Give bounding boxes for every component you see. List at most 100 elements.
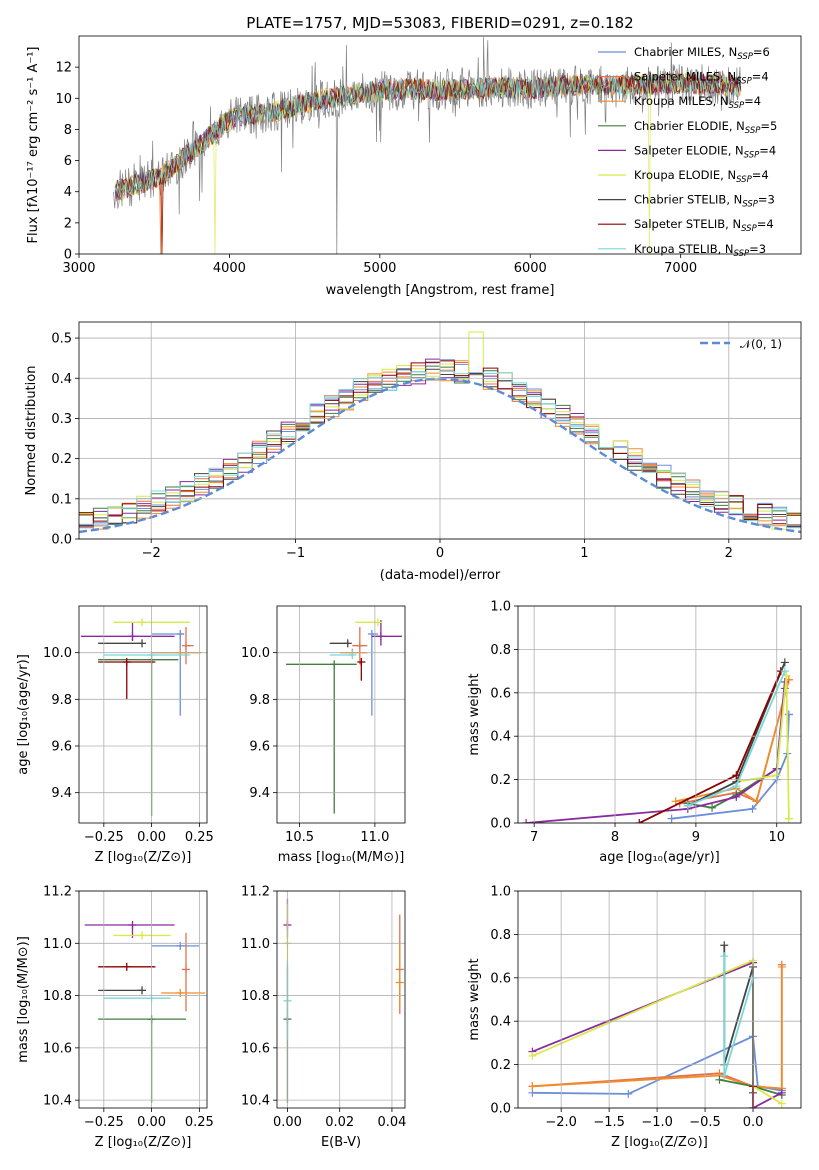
x-tick-label: −1: [286, 546, 305, 561]
weight-marker: [752, 797, 761, 806]
y-tick-label: 11.0: [241, 937, 270, 952]
y-tick-label: 0.8: [490, 928, 511, 943]
x-tick-label: 0.25: [185, 1115, 214, 1130]
plot-area: [80, 618, 202, 816]
weight-marker: [780, 667, 789, 676]
x-tick-label: −0.5: [689, 1115, 721, 1130]
weight-marker: [780, 658, 789, 667]
x-tick-label: 5000: [363, 261, 396, 276]
legend-entry: Chabrier ELODIE, NSSP=5: [634, 119, 777, 136]
x-tick-label: 0.00: [137, 830, 166, 845]
x-tick-label: 11.0: [360, 830, 389, 845]
weight-marker: [683, 801, 692, 810]
y-tick-label: 9.4: [249, 786, 270, 801]
legend-entry: Kroupa STELIB, NSSP=3: [634, 242, 766, 259]
y-tick-label: 0.4: [490, 730, 511, 745]
weight-marker: [732, 782, 741, 791]
y-axis-label: Flux [fλ10⁻¹⁷ erg cm⁻² s⁻¹ A⁻¹]: [26, 47, 41, 244]
x-tick-label: 6000: [514, 261, 547, 276]
weight-marker: [667, 814, 676, 823]
axes-frame: [517, 890, 802, 1109]
legend-entry: Salpeter MILES, NSSP=4: [634, 70, 769, 87]
error-bar-point: [98, 658, 156, 700]
weight-marker: [635, 819, 644, 823]
error-bar-point: [113, 931, 171, 940]
legend-entry: Chabrier STELIB, NSSP=3: [634, 193, 775, 210]
y-tick-label: 11.2: [241, 885, 270, 900]
weight-marker: [715, 1075, 724, 1084]
weight-line: [675, 679, 790, 803]
legend: Chabrier MILES, NSSP=6 Salpeter MILES, NS…: [598, 45, 777, 259]
y-tick-label: 0.0: [490, 817, 511, 832]
y-tick-label: 0.4: [51, 372, 72, 387]
error-bar-point: [181, 627, 194, 665]
x-tick-label: 7000: [664, 261, 697, 276]
error-bar-point: [371, 620, 402, 646]
chart-age_vs_Z: −0.25 0.00 0.25 9.4 9.6 9.8 10.0 Z [log₁₀(Z/Z⊙)…: [16, 605, 214, 865]
error-bar-point: [357, 658, 366, 681]
chart-residuals: −2 −1 0 1 2 0.0 0.1 0.2 0.3 0.4 0.5 (data-model)/er…: [24, 321, 802, 583]
y-tick-label: 9.8: [51, 693, 72, 708]
y-tick-label: 0.3: [51, 412, 72, 427]
chart-weight_vs_Z: −2.0 −1.5 −1.0 −0.5 0.0 0.0 0.2 0.4 0.6 0.8 1.0 Z […: [467, 885, 802, 1150]
y-axis-label: age [log₁₀(age/yr)]: [16, 654, 31, 775]
y-tick-label: 0.2: [490, 773, 511, 788]
weight-marker: [777, 1088, 786, 1097]
plot-area: [286, 618, 402, 814]
weight-marker: [720, 941, 729, 950]
x-tick-label: 8: [611, 830, 619, 845]
x-tick-label: 10.5: [285, 830, 314, 845]
y-tick-label: 10.6: [241, 1041, 270, 1056]
y-tick-label: 10.4: [43, 1094, 72, 1109]
error-bar-point: [98, 962, 156, 971]
weight-marker: [784, 814, 793, 823]
x-tick-label: 3000: [62, 261, 95, 276]
y-tick-label: 11.0: [43, 937, 72, 952]
legend-entry: Chabrier MILES, NSSP=6: [634, 45, 770, 62]
y-tick-label: 10.0: [241, 646, 270, 661]
x-tick-label: −1.5: [593, 1115, 625, 1130]
x-tick-label: 0.04: [377, 1115, 406, 1130]
chart-spectrum: 3000 4000 5000 6000 7000 0 2 4 6 8 10 12 wavelength …: [26, 35, 802, 298]
weight-line: [736, 675, 790, 819]
y-tick-label: 0.2: [490, 1058, 511, 1073]
plot-area: [84, 920, 206, 1103]
weight-marker: [624, 1089, 633, 1098]
axes-frame: [78, 35, 802, 255]
y-tick-label: 10.0: [43, 646, 72, 661]
x-tick-label: 0.00: [273, 1115, 302, 1130]
error-bar-point: [355, 618, 382, 627]
weight-marker: [720, 1071, 729, 1080]
y-tick-label: 0.0: [490, 1102, 511, 1117]
legend-entry: Kroupa MILES, NSSP=4: [634, 94, 761, 111]
y-tick-label: 1.0: [490, 600, 511, 615]
weight-marker: [528, 1082, 537, 1091]
x-axis-label: Z [log₁₀(Z/Z⊙)]: [95, 1135, 192, 1150]
axes-frame: [78, 321, 802, 540]
y-tick-label: 0.0: [51, 533, 72, 548]
x-axis-label: age [log₁₀(age/yr)]: [599, 850, 720, 865]
y-tick-label: 9.4: [51, 786, 72, 801]
error-bar-point: [329, 639, 352, 648]
error-bar-point: [395, 943, 404, 1009]
x-axis-label: Z [log₁₀(Z/Z⊙)]: [95, 850, 192, 865]
x-tick-label: 0.0: [743, 1115, 764, 1130]
error-bar-point: [286, 660, 357, 814]
y-tick-label: 0.2: [51, 452, 72, 467]
axes-frame: [276, 890, 406, 1109]
y-tick-label: 8: [64, 123, 72, 138]
weight-marker: [777, 1099, 786, 1108]
weight-marker: [528, 1051, 537, 1060]
weight-marker: [708, 803, 717, 812]
y-tick-label: 10: [55, 92, 72, 107]
y-tick-label: 0: [64, 248, 72, 263]
axes-frame: [78, 890, 208, 1109]
x-tick-label: 0.25: [185, 830, 214, 845]
x-tick-label: −0.25: [84, 830, 124, 845]
y-axis-label: mass weight: [467, 958, 482, 1040]
axes-frame: [78, 605, 208, 824]
plot-area: [113, 37, 742, 254]
y-tick-label: 10.6: [43, 1041, 72, 1056]
x-tick-label: −2.0: [545, 1115, 577, 1130]
